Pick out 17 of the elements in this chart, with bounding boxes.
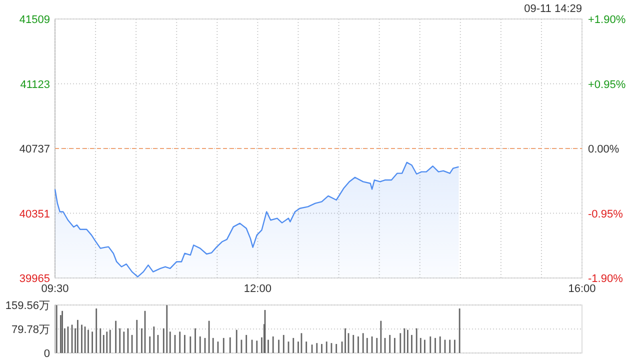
y-tick-label: 0 <box>44 348 50 360</box>
y-tick-label: 40737 <box>19 144 50 156</box>
x-tick-label: 09:30 <box>41 283 69 295</box>
y-tick-label: 39965 <box>19 273 50 285</box>
y-tick-label: 41509 <box>19 14 50 26</box>
text: 09-11 14:29 <box>524 3 582 15</box>
y-tick-label: 79.78万 <box>11 324 50 336</box>
x-tick-label: 16:00 <box>568 283 596 295</box>
y-tick-label: 41123 <box>20 78 50 91</box>
y-tick-label: 40351 <box>19 208 50 220</box>
y2-tick-label: 0.00% <box>588 144 620 156</box>
y2-tick-label: -0.95% <box>588 208 624 220</box>
y2-tick-label: -1.90% <box>588 273 624 285</box>
x-tick-label: 12:00 <box>244 283 272 295</box>
y2-tick-label: +0.95% <box>588 78 626 91</box>
y-tick-label: 159.56万 <box>5 300 50 312</box>
y2-tick-label: +1.90% <box>588 14 626 26</box>
